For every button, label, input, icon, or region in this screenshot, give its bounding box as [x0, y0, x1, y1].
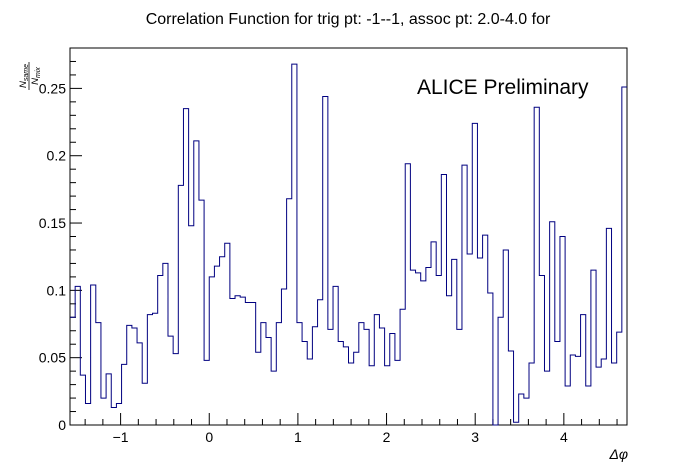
y-axis-label: Nsame Nmix	[18, 62, 42, 90]
y-tick-label: 0	[58, 417, 66, 433]
y-label-numerator: Nsame	[18, 64, 30, 88]
y-tick-label: 0.1	[47, 282, 67, 298]
y-axis: 0.05 0.1 0.15 0.2 0.25 0	[39, 60, 82, 433]
histogram-series	[70, 63, 627, 426]
plot-frame	[69, 47, 628, 426]
x-axis: −1 0 1 2 3 4	[84, 413, 618, 445]
alice-preliminary-label: ALICE Preliminary	[417, 76, 589, 99]
y-tick-label: 0.05	[39, 350, 66, 366]
x-axis-label: Δφ	[608, 446, 628, 462]
chart-title: Correlation Function for trig pt: -1--1,…	[146, 11, 551, 28]
x-tick-label: 1	[294, 429, 302, 445]
y-tick-label: 0.2	[47, 148, 67, 164]
y-label-denominator: Nmix	[30, 67, 42, 85]
x-tick-label: 0	[205, 429, 213, 445]
y-tick-label: 0.15	[39, 215, 66, 231]
x-tick-label: 3	[471, 429, 479, 445]
x-tick-label: 2	[383, 429, 391, 445]
x-tick-label: −1	[113, 429, 129, 445]
x-tick-label: 4	[560, 429, 568, 445]
y-tick-label: 0.25	[39, 80, 66, 96]
